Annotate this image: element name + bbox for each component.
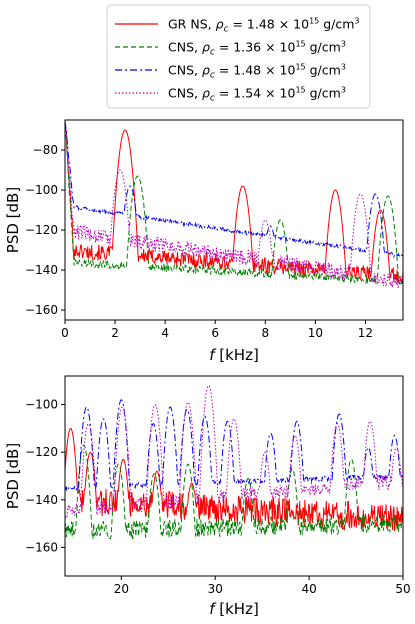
legend-label: CNS, ρc = 1.36 × 1015 g/cm3 [168,40,346,58]
y-tick-label: −100 [25,398,58,412]
legend-label: CNS, ρc = 1.48 × 1015 g/cm3 [168,63,346,81]
x-tick-label: 40 [301,582,316,596]
y-tick-label: −100 [25,183,58,197]
x-tick-label: 2 [111,326,119,340]
bottom-plot-frame [64,375,404,577]
top-ylabel: PSD [dB] [4,187,22,253]
y-tick-label: −120 [25,223,58,237]
x-tick-label: 8 [261,326,269,340]
legend-entry: CNS, ρc = 1.36 × 1015 g/cm3 [115,40,346,58]
legend-label: CNS, ρc = 1.54 × 1015 g/cm3 [168,86,346,104]
y-tick-label: −140 [25,493,58,507]
legend-label: GR NS, ρc = 1.48 × 1015 g/cm3 [168,17,360,35]
top-xlabel: f [kHz] [209,346,259,364]
series-line [65,123,403,284]
x-tick-label: 4 [161,326,169,340]
legend-entry: GR NS, ρc = 1.48 × 1015 g/cm3 [115,17,360,35]
legend-entry: CNS, ρc = 1.48 × 1015 g/cm3 [115,63,346,81]
x-tick-label: 20 [114,582,129,596]
x-tick-label: 10 [308,326,323,340]
top-plot-frame [64,119,404,321]
y-tick-label: −160 [25,540,58,554]
x-tick-label: 12 [358,326,373,340]
x-tick-label: 6 [211,326,219,340]
legend-box [106,4,371,109]
series-line [65,120,403,288]
series-line [65,427,403,532]
y-tick-label: −80 [33,143,58,157]
series-line [65,444,403,541]
y-tick-label: −140 [25,263,58,277]
series-line [65,384,403,519]
x-tick-label: 50 [395,582,410,596]
x-tick-label: 0 [61,326,69,340]
series-line [65,121,403,259]
y-tick-label: −160 [25,303,58,317]
bottom-panel: 20 30 40 50 −160 −140 −120 −100 f [kHz] PSD [dB… [4,375,411,618]
y-tick-label: −120 [25,445,58,459]
bottom-ylabel: PSD [dB] [4,443,22,509]
legend-entry: CNS, ρc = 1.54 × 1015 g/cm3 [115,86,346,104]
series-line [65,121,403,289]
top-panel: 0 2 4 6 8 10 12 −160 −140 −120 −100 −80 f [kHz] PSD… [4,119,404,364]
x-tick-label: 30 [208,582,223,596]
legend: GR NS, ρc = 1.48 × 1015 g/cm3 CNS, ρc = 1… [106,4,371,109]
series-line [65,399,403,492]
bottom-xlabel: f [kHz] [209,600,259,618]
